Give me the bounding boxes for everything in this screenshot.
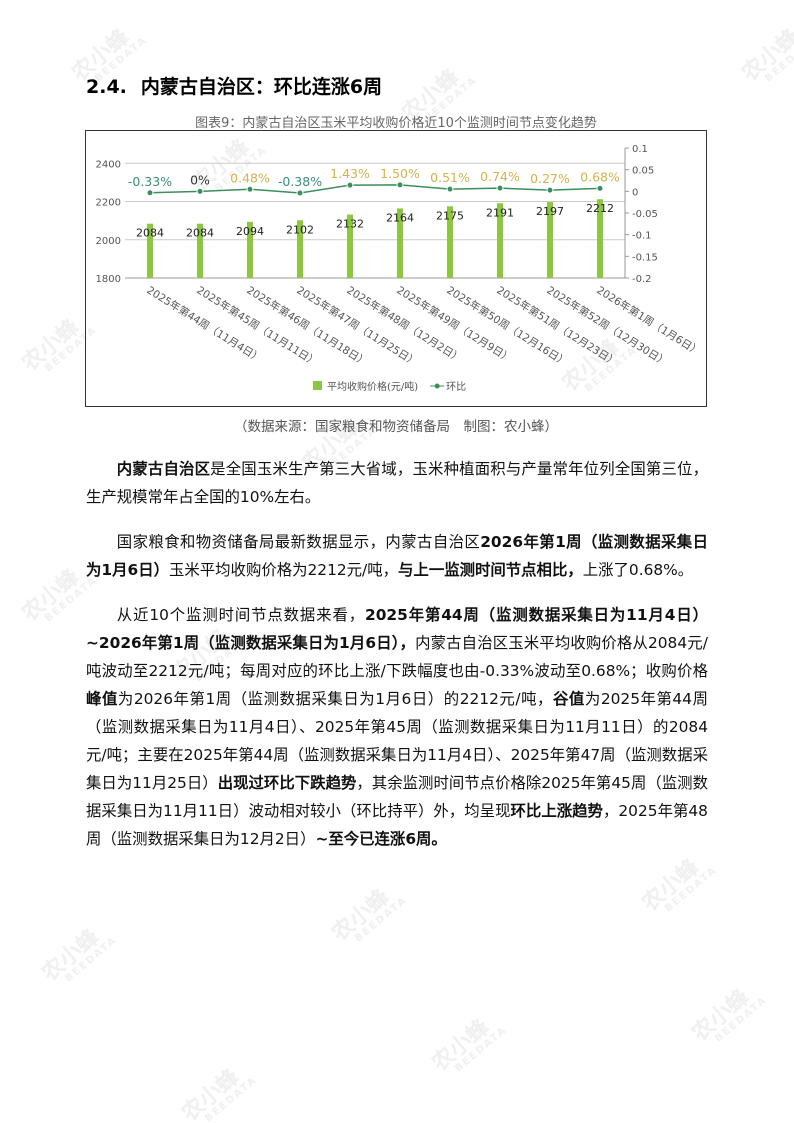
line-label: -0.33% xyxy=(128,174,172,189)
watermark: 农小蜂 BEEDATA xyxy=(38,919,120,994)
y-tick-label: 2000 xyxy=(96,236,121,247)
legend-label: 平均收购价格(元/吨) xyxy=(327,380,418,393)
y2-tick-label: -0.05 xyxy=(632,209,658,220)
line-label: 0.48% xyxy=(230,170,270,185)
bar-label: 2102 xyxy=(286,223,314,236)
bar xyxy=(297,220,303,278)
y2-tick-label: -0.15 xyxy=(632,252,658,263)
line-label: 0.27% xyxy=(530,171,570,186)
bar xyxy=(347,214,353,278)
line-point xyxy=(196,187,204,195)
watermark: 农小蜂 BEEDATA xyxy=(178,1059,260,1123)
line-point xyxy=(296,189,304,197)
text-run: 2025年第44周（监测数据采集日为11月4日）~2026年第1周（监测数据采集… xyxy=(86,606,708,652)
text-run: ~至今已连涨6周。 xyxy=(315,830,447,848)
bar xyxy=(447,206,453,278)
heading: 2.4. 内蒙古自治区：环比连涨6周 xyxy=(86,72,396,99)
heading-number: 2.4. xyxy=(86,76,127,98)
bar xyxy=(597,199,603,278)
bar xyxy=(197,223,203,278)
text-run: 出现过环比下跌趋势 xyxy=(217,774,357,792)
line-label: -0.38% xyxy=(278,174,322,189)
text-run: 内蒙古自治区 xyxy=(116,460,211,478)
y-tick-label: 2200 xyxy=(96,198,121,209)
paragraph: 内蒙古自治区是全国玉米生产第三大省域，玉米种植面积与产量常年位列全国第三位，生产… xyxy=(86,455,708,511)
text-run: 国家粮食和物资储备局最新数据显示，内蒙古自治区 xyxy=(116,533,481,551)
chart-title: 图表9：内蒙古自治区玉米平均收购价格近10个监测时间节点变化趋势 xyxy=(195,116,597,131)
y2-tick-label: -0.2 xyxy=(632,274,652,285)
bar xyxy=(547,202,553,278)
caption: （数据来源：国家粮食和物资储备局 制图：农小蜂） xyxy=(234,419,558,435)
bar-label: 2084 xyxy=(136,227,164,240)
legend-swatch xyxy=(434,383,440,389)
line-point xyxy=(546,186,554,194)
bar-label: 2164 xyxy=(386,211,414,224)
bar xyxy=(497,203,503,278)
bar-label: 2175 xyxy=(436,209,464,222)
watermark: 农小蜂 BEEDATA xyxy=(638,849,720,924)
legend-label: 环比 xyxy=(446,381,466,393)
line-point xyxy=(246,185,254,193)
text-run: ，其余监测时间节点价格除2025年第45周（监测数据采集日为11月11日）波动相… xyxy=(86,774,708,820)
y2-tick-label: 0 xyxy=(632,187,638,198)
line-label: 1.50% xyxy=(380,166,420,181)
line-point xyxy=(596,184,604,192)
watermark: 农小蜂 BEEDATA xyxy=(738,19,794,94)
text-run: 为2025年第44周（监测数据采集日为11月4日）、2025年第45周（监测数据… xyxy=(86,690,708,792)
line-point xyxy=(496,184,504,192)
watermark: 农小蜂 BEEDATA xyxy=(428,1009,510,1084)
watermark: 农小蜂 BEEDATA xyxy=(328,879,410,954)
text-run: 从近10个监测时间节点数据来看， xyxy=(116,606,365,624)
text-run: 为2026年第1周（监测数据采集日为1月6日）的2212元/吨， xyxy=(117,690,553,708)
line-label: 0.51% xyxy=(430,170,470,185)
text-run: 环比上涨趋势 xyxy=(510,802,603,820)
line-label: 0% xyxy=(190,172,210,187)
line-point xyxy=(146,189,154,197)
line-label: 1.43% xyxy=(330,166,370,181)
line-point xyxy=(446,185,454,193)
chart-frame xyxy=(85,130,707,407)
legend-swatch xyxy=(313,381,322,390)
y2-tick-label: 0.1 xyxy=(632,144,648,155)
bar-label: 2197 xyxy=(536,205,564,218)
bar xyxy=(247,221,253,278)
line-point xyxy=(346,181,354,189)
line xyxy=(149,184,601,194)
text-run: 是全国玉米生产第三大省域，玉米种植面积与产量常年位列全国第三位，生产规模常年占全… xyxy=(86,460,708,506)
y-tick-label: 1800 xyxy=(96,274,121,285)
text-run: 谷值 xyxy=(552,690,585,708)
text-run: 2026年第1周（监测数据采集日为1月6日） xyxy=(86,533,708,579)
text-run: 上涨了0.68%。 xyxy=(582,561,694,579)
text-run: 内蒙古自治区玉米平均收购价格从2084元/吨波动至2212元/吨；每周对应的环比… xyxy=(86,634,708,680)
heading-title: 内蒙古自治区：环比连涨6周 xyxy=(140,76,383,98)
watermark: 农小蜂 BEEDATA xyxy=(688,979,770,1054)
bar-label: 2094 xyxy=(236,225,264,238)
paragraph: 从近10个监测时间节点数据来看，2025年第44周（监测数据采集日为11月4日）… xyxy=(86,601,708,853)
text-run: 峰值 xyxy=(86,690,118,708)
bar-label: 2132 xyxy=(336,218,364,231)
bar-label: 2084 xyxy=(186,227,214,240)
bar-label: 2191 xyxy=(486,206,514,219)
line-label: 0.74% xyxy=(480,169,520,184)
chart: 1800 2000 2200 2400 0.1 0.05 0 -0.05 -0.1 -0.15 -0… xyxy=(85,130,707,407)
line-point xyxy=(396,181,404,189)
paragraph: 国家粮食和物资储备局最新数据显示，内蒙古自治区2026年第1周（监测数据采集日为… xyxy=(86,528,708,584)
text-run: 与上一监测时间节点相比， xyxy=(398,561,583,579)
bar xyxy=(147,223,153,278)
text-run: 玉米平均收购价格为2212元/吨， xyxy=(168,561,399,579)
line-label: 0.68% xyxy=(580,169,620,184)
bar-label: 2212 xyxy=(586,202,614,215)
y2-tick-label: 0.05 xyxy=(632,166,654,177)
bar xyxy=(397,208,403,278)
text-run: ，2025年第48周（监测数据采集日为12月2日） xyxy=(86,802,708,848)
y-tick-label: 2400 xyxy=(96,159,121,170)
y2-tick-label: -0.1 xyxy=(632,231,652,242)
